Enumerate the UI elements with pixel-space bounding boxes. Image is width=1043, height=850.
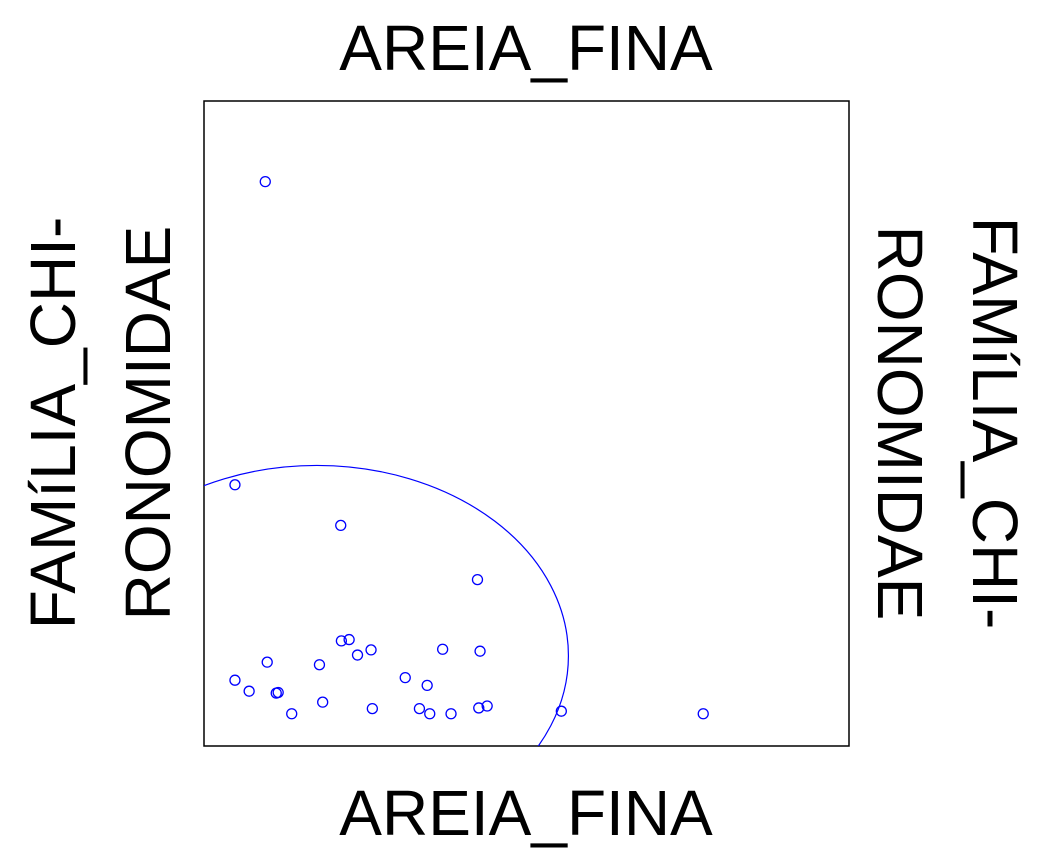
y-axis-label-left-line2: RONOMIDAE: [112, 226, 184, 621]
y-axis-label-left: FAMíLIA_CHI- RONOMIDAE: [17, 217, 184, 630]
data-point: [317, 696, 329, 708]
data-point: [261, 656, 273, 668]
data-point: [399, 671, 411, 684]
plot-frame: [203, 100, 850, 747]
data-point: [473, 702, 485, 714]
data-point: [229, 674, 241, 686]
data-point: [481, 700, 493, 712]
y-axis-label-right-line1: FAMíLIA_CHI-: [959, 217, 1031, 630]
y-axis-label-right: FAMíLIA_CHI- RONOMIDAE: [864, 217, 1031, 630]
data-point: [421, 679, 433, 692]
points-group: [229, 175, 709, 720]
data-point: [343, 633, 355, 646]
confidence-ellipse: [204, 464, 569, 746]
data-point: [445, 708, 457, 720]
data-point: [424, 708, 436, 720]
data-point: [413, 702, 426, 715]
data-point: [555, 705, 567, 717]
data-point: [351, 649, 364, 661]
data-point: [335, 635, 348, 647]
y-axis-label-left-line1: FAMíLIA_CHI-: [17, 217, 89, 630]
data-point: [436, 643, 449, 655]
chart-title: AREIA_FINA: [339, 12, 713, 84]
data-point: [286, 708, 298, 720]
y-axis-label-right-line2: RONOMIDAE: [864, 226, 936, 621]
data-point: [259, 175, 271, 188]
data-point: [365, 644, 377, 656]
data-point: [697, 708, 709, 720]
data-point: [313, 659, 326, 671]
data-point: [474, 645, 486, 657]
data-point: [272, 686, 284, 699]
data-point: [366, 702, 378, 715]
data-point: [229, 479, 241, 491]
data-point: [243, 685, 255, 697]
data-point: [471, 573, 484, 586]
data-point: [335, 519, 347, 532]
x-axis-label: AREIA_FINA: [339, 777, 713, 849]
plot-area: [204, 175, 709, 746]
